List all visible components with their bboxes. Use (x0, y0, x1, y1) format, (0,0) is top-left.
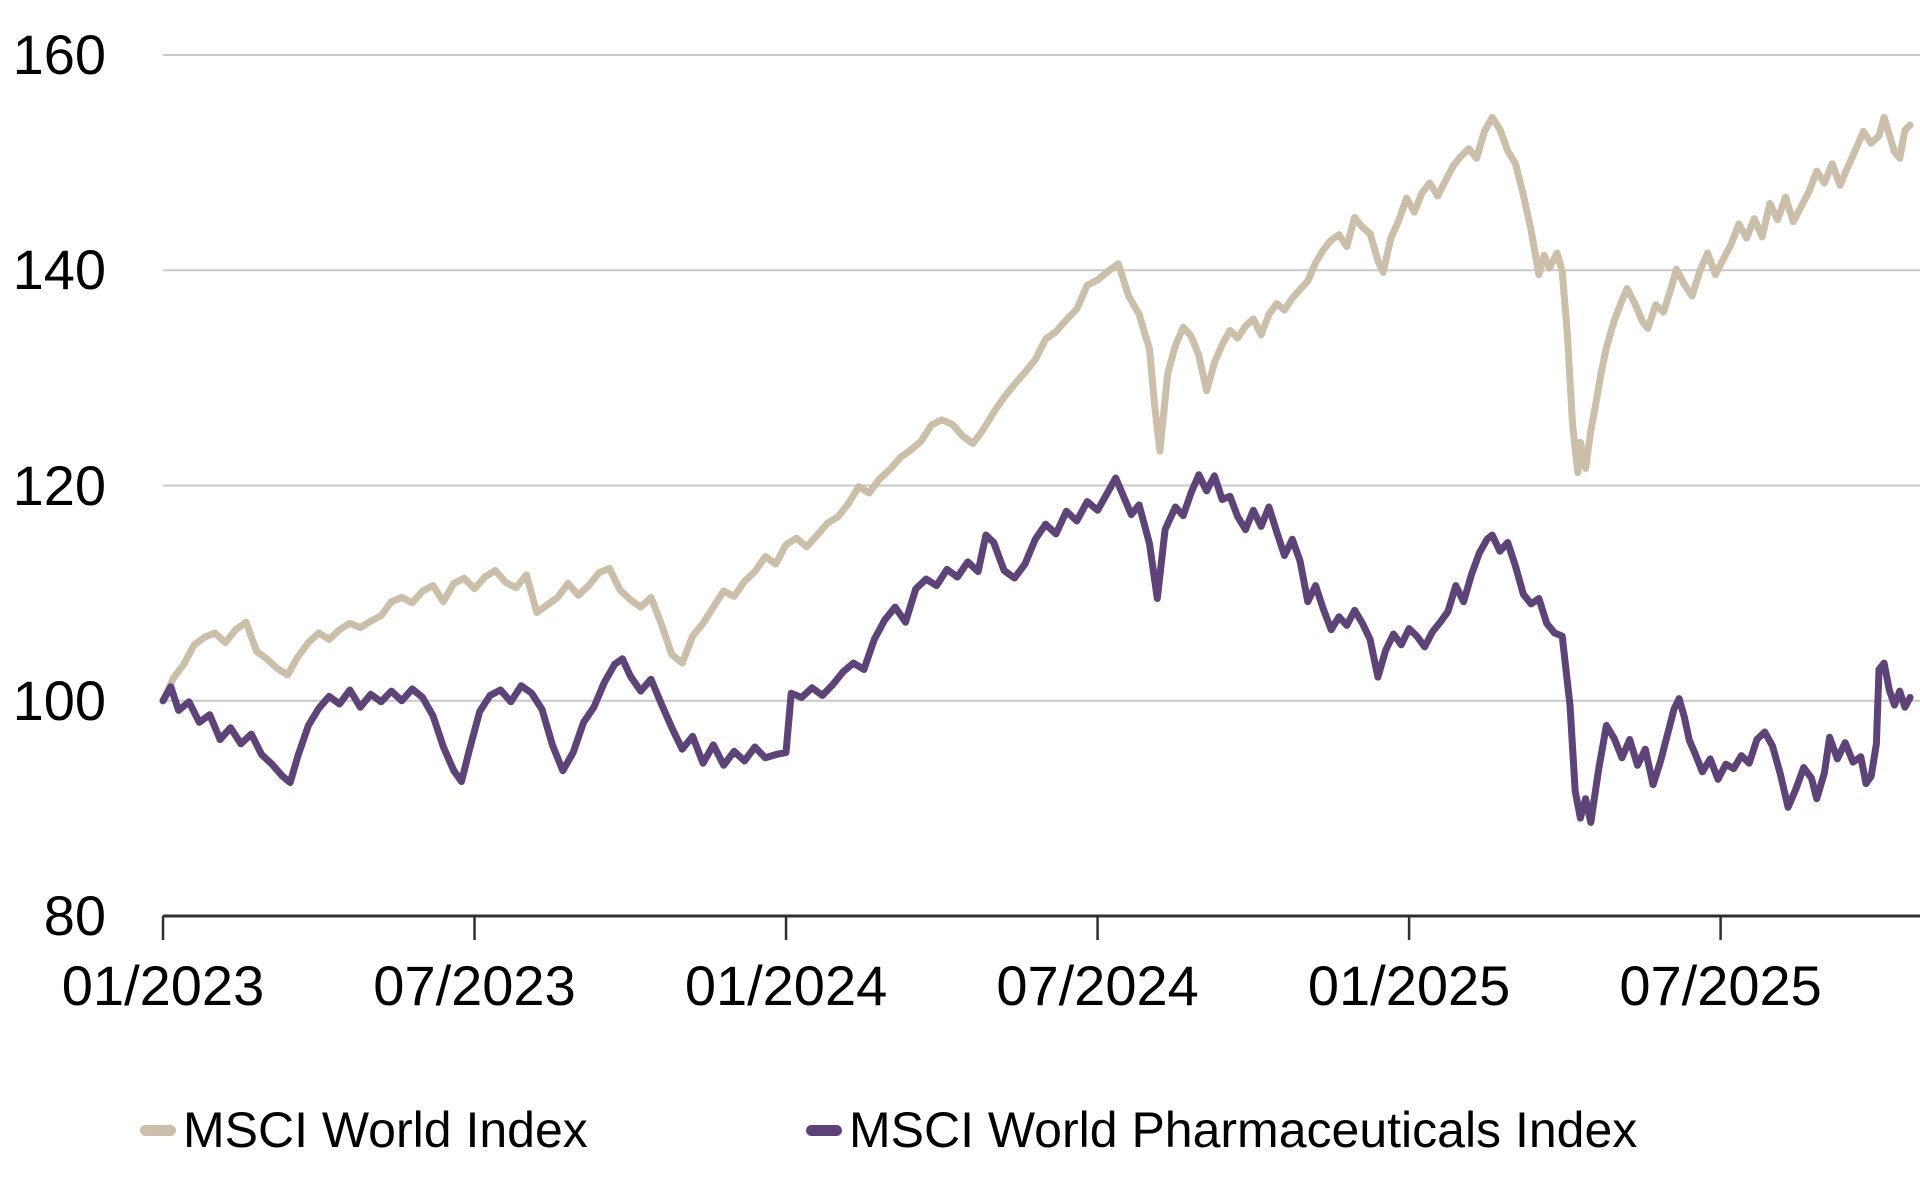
legend-swatch-icon (806, 1124, 842, 1136)
y-axis-tick-label: 100 (12, 668, 106, 732)
series-lines (159, 113, 1914, 826)
series-line-msci-world-pharmaceuticals-index (159, 471, 1914, 826)
x-axis-tick-label: 01/2023 (61, 954, 265, 1017)
y-axis-tick-label: 120 (12, 453, 106, 517)
x-axis-tick-label: 01/2024 (684, 954, 888, 1017)
y-axis-tick-label: 140 (12, 238, 106, 302)
series-line-msci-world-index (159, 113, 1914, 705)
legend: MSCI World Index MSCI World Pharmaceutica… (0, 1098, 1920, 1162)
legend-item-label: MSCI World Pharmaceuticals Index (849, 1102, 1638, 1158)
legend-swatch-icon (140, 1124, 176, 1136)
x-axis-tick-label: 07/2025 (1619, 954, 1822, 1017)
legend-item-label: MSCI World Index (183, 1102, 588, 1158)
gridlines (163, 54, 1920, 702)
x-axis-tick-label: 07/2024 (996, 954, 1199, 1017)
x-axis-line (161, 914, 1920, 940)
y-axis-tick-label: 80 (43, 884, 106, 947)
legend-item: MSCI World Pharmaceuticals Index (806, 1098, 1637, 1162)
legend-item: MSCI World Index (140, 1098, 588, 1162)
x-axis-tick-label: 01/2025 (1307, 954, 1511, 1017)
y-axis-tick-label: 160 (12, 23, 106, 86)
x-axis-tick-label: 07/2023 (373, 954, 576, 1017)
